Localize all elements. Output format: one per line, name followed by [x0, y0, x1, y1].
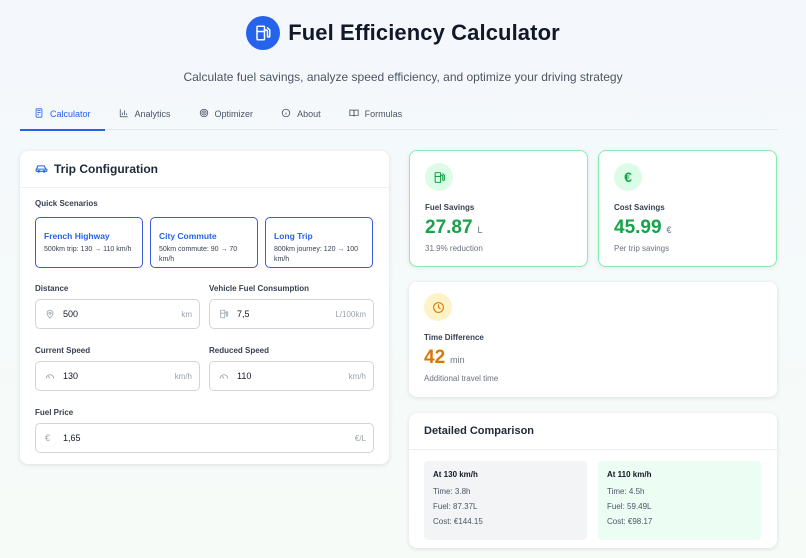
time-difference-value: 42 — [424, 347, 446, 368]
fuel-savings-value: 27.87 — [425, 217, 473, 238]
fuel-price-input[interactable]: € 1,65 €/L — [35, 423, 374, 453]
scenario-description: 800km journey: 120 → 100 km/h — [274, 246, 359, 263]
fuel-savings-note: 31.9% reduction — [425, 244, 483, 253]
tab-label: Optimizer — [214, 108, 254, 119]
book-icon — [349, 108, 359, 120]
fuel-savings-unit: L — [477, 225, 483, 235]
distance-input[interactable]: 500 km — [35, 299, 200, 329]
comparison-fuel: Fuel: 87.37L — [433, 502, 478, 511]
current-speed-input[interactable]: 130 km/h — [35, 361, 200, 391]
consumption-label: Vehicle Fuel Consumption — [209, 284, 310, 293]
panel-header: Detailed Comparison — [409, 413, 777, 450]
reduced-speed-unit: km/h — [348, 371, 366, 381]
current-speed-value: 130 — [63, 371, 79, 381]
scenario-french-highway[interactable]: French Highway 500km trip: 130 → 110 km/… — [35, 217, 143, 268]
fuel-pump-icon — [246, 16, 281, 50]
cost-savings-unit: € — [666, 225, 672, 235]
quick-scenarios-label: Quick Scenarios — [35, 199, 98, 208]
scenario-long-trip[interactable]: Long Trip 800km journey: 120 → 100 km/h — [265, 217, 373, 268]
info-icon — [281, 108, 291, 120]
comparison-time: Time: 3.8h — [433, 487, 471, 496]
tab-label: About — [297, 108, 321, 119]
tab-optimizer[interactable]: Optimizer — [185, 97, 268, 130]
stat-label: Time Difference — [424, 333, 484, 342]
detailed-comparison-card: Detailed Comparison At 130 km/h Time: 3.… — [409, 413, 777, 548]
page-subtitle: Calculate fuel savings, analyze speed ef… — [183, 70, 623, 84]
cost-savings-note: Per trip savings — [614, 244, 670, 253]
tab-formulas[interactable]: Formulas — [335, 97, 417, 130]
stat-label: Cost Savings — [614, 203, 665, 212]
scenario-title: Long Trip — [274, 231, 313, 241]
comparison-fuel: Fuel: 59.49L — [607, 502, 652, 511]
reduced-speed-value: 110 — [237, 371, 252, 381]
tab-analytics[interactable]: Analytics — [105, 97, 185, 130]
comparison-reduced-speed: At 110 km/h Time: 4.5h Fuel: 59.49L Cost… — [598, 461, 761, 540]
consumption-unit: L/100km — [335, 309, 366, 319]
reduced-speed-input[interactable]: 110 km/h — [209, 361, 374, 391]
fuel-price-value: 1,65 — [63, 433, 81, 443]
consumption-value: 7,5 — [237, 309, 250, 319]
stat-value-row: 27.87 L — [425, 217, 572, 239]
stat-value-row: 42 min — [424, 347, 762, 369]
time-difference-unit: min — [450, 355, 465, 365]
distance-label: Distance — [35, 284, 69, 293]
tab-label: Analytics — [134, 108, 171, 119]
cost-savings-value: 45.99 — [614, 217, 662, 238]
distance-unit: km — [181, 309, 192, 319]
tab-bar: Calculator Analytics Optimizer About For… — [20, 97, 778, 131]
comparison-time: Time: 4.5h — [607, 487, 645, 496]
fuel-price-label: Fuel Price — [35, 408, 74, 417]
page-title: Fuel Efficiency Calculator — [288, 20, 560, 45]
clock-icon — [424, 293, 452, 321]
comparison-cost: Cost: €98.17 — [607, 517, 653, 526]
target-icon — [199, 108, 209, 120]
calculator-icon — [34, 107, 44, 120]
time-difference-note: Additional travel time — [424, 374, 499, 383]
panel-header: Trip Configuration — [20, 151, 389, 188]
scenario-title: City Commute — [159, 231, 217, 241]
tab-about[interactable]: About — [267, 97, 335, 130]
car-icon — [35, 162, 48, 176]
current-speed-label: Current Speed — [35, 346, 91, 355]
comparison-current-speed: At 130 km/h Time: 3.8h Fuel: 87.37L Cost… — [424, 461, 587, 540]
comparison-title: At 130 km/h — [433, 470, 478, 479]
map-pin-icon — [45, 309, 55, 319]
consumption-input[interactable]: 7,5 L/100km — [209, 299, 374, 329]
tab-label: Calculator — [50, 108, 91, 119]
gauge-icon — [45, 371, 55, 381]
scenario-title: French Highway — [44, 231, 110, 241]
fuel-price-unit: €/L — [354, 433, 366, 443]
scenario-description: 50km commute: 90 → 70 km/h — [159, 246, 238, 263]
trip-configuration-panel: Trip Configuration Quick Scenarios Frenc… — [20, 151, 389, 464]
page-header: Fuel Efficiency Calculator Calculate fue… — [0, 16, 806, 84]
gauge-icon — [219, 371, 229, 381]
scenario-description: 500km trip: 130 → 110 km/h — [44, 246, 132, 253]
fuel-pump-icon — [219, 309, 229, 319]
distance-value: 500 — [63, 309, 79, 319]
comparison-title: At 110 km/h — [607, 470, 652, 479]
stat-value-row: 45.99 € — [614, 217, 761, 239]
euro-icon: € — [45, 433, 51, 443]
tab-calculator[interactable]: Calculator — [20, 97, 105, 131]
fuel-pump-icon — [425, 163, 453, 191]
comparison-cost: Cost: €144.15 — [433, 517, 483, 526]
bar-chart-icon — [119, 108, 129, 120]
reduced-speed-label: Reduced Speed — [209, 346, 270, 355]
scenario-city-commute[interactable]: City Commute 50km commute: 90 → 70 km/h — [150, 217, 258, 268]
stat-label: Fuel Savings — [425, 203, 475, 212]
panel-title: Detailed Comparison — [424, 425, 535, 437]
fuel-savings-card: Fuel Savings 27.87 L 31.9% reduction — [409, 150, 588, 267]
cost-savings-card: € Cost Savings 45.99 € Per trip savings — [598, 150, 777, 267]
time-difference-card: Time Difference 42 min Additional travel… — [409, 282, 777, 397]
tab-label: Formulas — [364, 108, 403, 119]
panel-title: Trip Configuration — [54, 162, 158, 176]
euro-icon: € — [614, 163, 642, 191]
current-speed-unit: km/h — [174, 371, 192, 381]
